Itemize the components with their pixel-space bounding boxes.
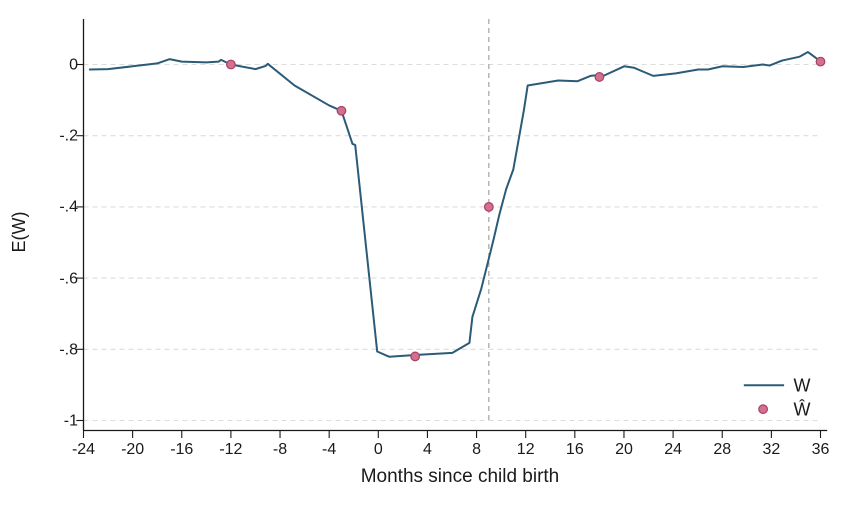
svg-text:-12: -12 bbox=[219, 441, 242, 458]
svg-text:4: 4 bbox=[423, 441, 432, 458]
svg-text:-.6: -.6 bbox=[59, 271, 78, 288]
svg-text:Months since child birth: Months since child birth bbox=[361, 466, 560, 487]
svg-text:20: 20 bbox=[615, 441, 633, 458]
svg-text:32: 32 bbox=[762, 441, 780, 458]
svg-text:16: 16 bbox=[566, 441, 584, 458]
svg-text:28: 28 bbox=[713, 441, 731, 458]
svg-text:36: 36 bbox=[812, 441, 830, 458]
svg-text:Ŵ: Ŵ bbox=[794, 400, 811, 420]
svg-text:-.8: -.8 bbox=[59, 342, 78, 359]
svg-text:-24: -24 bbox=[72, 441, 95, 458]
svg-text:-8: -8 bbox=[273, 441, 287, 458]
svg-text:W: W bbox=[794, 376, 811, 396]
svg-text:-20: -20 bbox=[121, 441, 144, 458]
svg-text:24: 24 bbox=[664, 441, 682, 458]
svg-text:-.2: -.2 bbox=[59, 128, 78, 145]
svg-text:-16: -16 bbox=[170, 441, 193, 458]
svg-text:-1: -1 bbox=[64, 413, 78, 430]
svg-text:8: 8 bbox=[472, 441, 481, 458]
svg-text:0: 0 bbox=[69, 57, 78, 74]
svg-text:E(W): E(W) bbox=[9, 212, 29, 253]
svg-text:0: 0 bbox=[374, 441, 383, 458]
svg-text:12: 12 bbox=[517, 441, 535, 458]
svg-text:-.4: -.4 bbox=[59, 199, 78, 216]
svg-text:-4: -4 bbox=[322, 441, 336, 458]
